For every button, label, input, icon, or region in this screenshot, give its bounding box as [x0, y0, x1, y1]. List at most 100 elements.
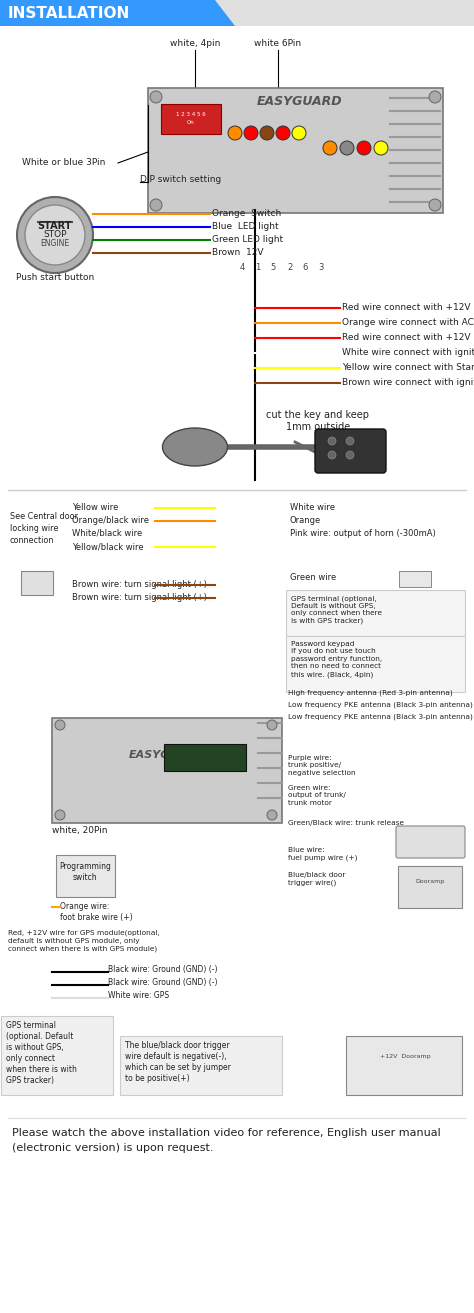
Text: 1: 1: [255, 263, 261, 272]
Text: Low frequency PKE antenna (Black 3-pin antenna): Low frequency PKE antenna (Black 3-pin a…: [288, 702, 473, 709]
Text: white, 4pin: white, 4pin: [170, 39, 220, 49]
Circle shape: [374, 140, 388, 155]
Text: Red wire connect with +12V: Red wire connect with +12V: [342, 303, 471, 312]
Text: cut the key and keep
1mm outside: cut the key and keep 1mm outside: [266, 410, 370, 432]
FancyBboxPatch shape: [398, 867, 462, 909]
Text: GPS terminal
(optional. Default
is without GPS,
only connect
when there is with
: GPS terminal (optional. Default is witho…: [6, 1022, 77, 1086]
Circle shape: [328, 437, 336, 445]
Circle shape: [17, 197, 93, 273]
FancyBboxPatch shape: [286, 590, 465, 635]
FancyBboxPatch shape: [1, 1016, 113, 1095]
FancyBboxPatch shape: [315, 429, 386, 473]
FancyBboxPatch shape: [399, 571, 431, 587]
Text: Blue  LED light: Blue LED light: [212, 222, 279, 231]
FancyBboxPatch shape: [21, 571, 53, 595]
Text: Password keypad
if you do not use touch
password entry function,
then no need to: Password keypad if you do not use touch …: [291, 641, 382, 678]
Text: Brown wire: turn signal light (+): Brown wire: turn signal light (+): [72, 580, 207, 590]
Text: GPS terminal (optional,
Default is without GPS,
only connect when there
is with : GPS terminal (optional, Default is witho…: [291, 595, 382, 625]
Text: White or blue 3Pin: White or blue 3Pin: [22, 158, 105, 167]
Circle shape: [429, 200, 441, 211]
Circle shape: [260, 126, 274, 140]
Text: On: On: [187, 119, 195, 125]
Circle shape: [292, 126, 306, 140]
Text: white 6Pin: white 6Pin: [255, 39, 301, 49]
FancyBboxPatch shape: [148, 88, 443, 213]
FancyBboxPatch shape: [56, 855, 115, 897]
Text: Green/Black wire: trunk release: Green/Black wire: trunk release: [288, 821, 404, 826]
Text: 1 2 3 4 5 6: 1 2 3 4 5 6: [176, 112, 206, 117]
Text: EASYGUARD: EASYGUARD: [129, 750, 205, 760]
Circle shape: [25, 205, 85, 265]
Text: Red, +12V wire for GPS module(optional,
default is without GPS module, only
conn: Red, +12V wire for GPS module(optional, …: [8, 930, 160, 952]
Text: Red wire connect with +12V: Red wire connect with +12V: [342, 334, 471, 341]
Text: EASYGUARD: EASYGUARD: [257, 95, 343, 108]
Text: White wire: White wire: [290, 503, 335, 512]
Text: Low frequency PKE antenna (Black 3-pin antenna): Low frequency PKE antenna (Black 3-pin a…: [288, 714, 473, 721]
Text: Orange  Switch: Orange Switch: [212, 209, 281, 218]
FancyBboxPatch shape: [120, 1036, 282, 1095]
Text: Yellow wire connect with Starter: Yellow wire connect with Starter: [342, 362, 474, 372]
Text: white, 20Pin: white, 20Pin: [52, 826, 108, 835]
Circle shape: [429, 91, 441, 102]
Text: Programming
switch: Programming switch: [59, 863, 111, 882]
Circle shape: [150, 200, 162, 211]
Text: INSTALLATION: INSTALLATION: [8, 7, 130, 21]
Text: Push start button: Push start button: [16, 273, 94, 282]
Text: Purple wire:
trunk positive/
negative selection: Purple wire: trunk positive/ negative se…: [288, 755, 356, 776]
FancyBboxPatch shape: [286, 635, 465, 692]
Circle shape: [267, 720, 277, 730]
FancyBboxPatch shape: [0, 0, 474, 26]
Text: Brown  12V: Brown 12V: [212, 248, 264, 257]
Text: START: START: [38, 221, 72, 231]
Text: Yellow wire: Yellow wire: [72, 503, 118, 512]
Text: Blue wire:
fuel pump wire (+): Blue wire: fuel pump wire (+): [288, 847, 357, 861]
Text: White/black wire: White/black wire: [72, 529, 142, 538]
Circle shape: [357, 140, 371, 155]
FancyBboxPatch shape: [161, 104, 221, 134]
FancyBboxPatch shape: [346, 1036, 462, 1095]
Text: Orange wire:
foot brake wire (+): Orange wire: foot brake wire (+): [60, 902, 133, 922]
Polygon shape: [0, 0, 235, 26]
Text: 4: 4: [239, 263, 245, 272]
Text: White wire connect with ignition 1: White wire connect with ignition 1: [342, 348, 474, 357]
Text: Brown wire: turn signal light (+): Brown wire: turn signal light (+): [72, 593, 207, 601]
Text: Orange wire connect with ACC: Orange wire connect with ACC: [342, 318, 474, 327]
Text: Orange: Orange: [290, 516, 321, 525]
Circle shape: [55, 720, 65, 730]
Text: Blue/black door
trigger wire(): Blue/black door trigger wire(): [288, 872, 346, 886]
Text: Black wire: Ground (GND) (-): Black wire: Ground (GND) (-): [108, 978, 218, 987]
Text: 2: 2: [287, 263, 292, 272]
Text: Dooramp: Dooramp: [415, 878, 445, 884]
Circle shape: [244, 126, 258, 140]
FancyBboxPatch shape: [164, 744, 246, 771]
Ellipse shape: [163, 428, 228, 466]
Text: STOP: STOP: [43, 230, 67, 239]
Circle shape: [323, 140, 337, 155]
Text: Green LED light: Green LED light: [212, 235, 283, 244]
Circle shape: [228, 126, 242, 140]
FancyBboxPatch shape: [52, 718, 282, 823]
Circle shape: [346, 450, 354, 460]
Text: Yellow/black wire: Yellow/black wire: [72, 542, 144, 551]
Text: DIP switch setting: DIP switch setting: [140, 175, 221, 184]
Text: Please watch the above installation video for reference, English user manual
(el: Please watch the above installation vide…: [12, 1128, 441, 1153]
Text: Green wire: Green wire: [290, 572, 336, 582]
Text: 6: 6: [302, 263, 308, 272]
Text: 3: 3: [319, 263, 324, 272]
Circle shape: [346, 437, 354, 445]
Text: High frequency antenna (Red 3-pin antenna): High frequency antenna (Red 3-pin antenn…: [288, 691, 453, 696]
Circle shape: [328, 450, 336, 460]
Text: 5: 5: [270, 263, 275, 272]
Text: Pink wire: output of horn (-300mA): Pink wire: output of horn (-300mA): [290, 529, 436, 538]
Text: See Central door
locking wire
connection: See Central door locking wire connection: [10, 512, 78, 545]
Circle shape: [267, 810, 277, 821]
Text: White wire: GPS: White wire: GPS: [108, 991, 169, 1001]
Text: Green wire:
output of trunk/
trunk motor: Green wire: output of trunk/ trunk motor: [288, 785, 346, 806]
Text: Black wire: Ground (GND) (-): Black wire: Ground (GND) (-): [108, 965, 218, 974]
Text: ENGINE: ENGINE: [40, 239, 70, 248]
Circle shape: [55, 810, 65, 821]
Circle shape: [150, 91, 162, 102]
Text: Orange/black wire: Orange/black wire: [72, 516, 149, 525]
FancyBboxPatch shape: [396, 826, 465, 857]
Circle shape: [276, 126, 290, 140]
